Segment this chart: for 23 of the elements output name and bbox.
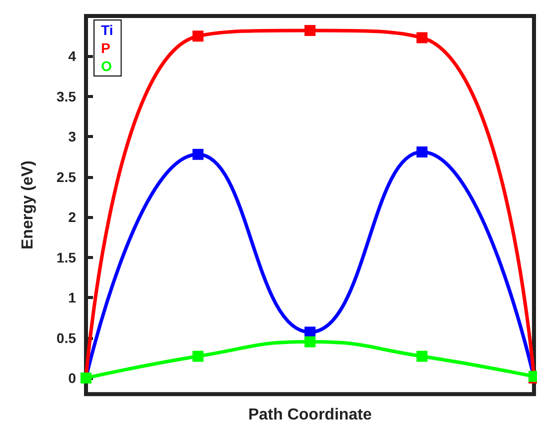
point [192, 350, 204, 362]
x-axis-title: Path Coordinate [248, 406, 372, 424]
y-tick-label: 2.5 [56, 168, 76, 185]
point [304, 336, 316, 348]
point [416, 32, 428, 44]
text: Ti [101, 22, 114, 38]
y-tick-label: 3.5 [56, 88, 76, 104]
text: P [101, 40, 110, 56]
y-tick-label: 1.5 [56, 249, 76, 266]
point [192, 30, 204, 42]
y-axis-title: Energy (eV) [20, 160, 36, 250]
y-tick-label: 2 [68, 209, 76, 226]
y-tick-label: 0 [68, 370, 76, 386]
point [416, 146, 428, 158]
point [304, 326, 316, 338]
y-tick-label: 4 [68, 48, 76, 64]
point [192, 148, 204, 160]
point [304, 24, 316, 36]
point [416, 350, 428, 362]
y-tick-label: 0.5 [56, 330, 76, 346]
y-tick-label: 1 [68, 290, 76, 306]
text: O [101, 58, 112, 74]
y-tick-label: 3 [68, 128, 76, 145]
